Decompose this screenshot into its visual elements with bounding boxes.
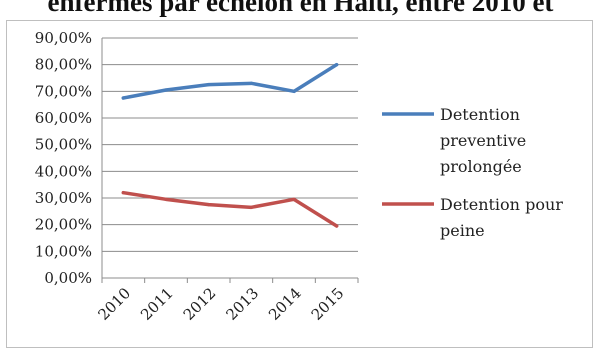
series-1-point — [292, 89, 296, 93]
x-tick-label: 2014 — [265, 284, 305, 324]
y-tick-label: 40,00% — [35, 162, 92, 180]
y-tick-label: 10,00% — [35, 242, 92, 260]
y-tick-label: 60,00% — [35, 109, 92, 127]
y-tick-label: 70,00% — [35, 82, 92, 100]
series-1-point — [335, 63, 339, 67]
x-tick-label: 2013 — [222, 284, 262, 324]
y-tick-label: 80,00% — [35, 56, 92, 74]
x-tick-label: 2012 — [180, 284, 220, 324]
series-2-point — [249, 205, 253, 209]
series-line-1 — [121, 62, 339, 100]
series-2-point — [121, 191, 125, 195]
legend-label-1: Detention — [440, 105, 520, 124]
series-1-point — [207, 83, 211, 87]
series-1-point — [164, 88, 168, 92]
series-line-2 — [121, 190, 339, 228]
chart-caption: enfermés par échelon en Haïti, entre 201… — [47, 0, 554, 17]
legend-label-2: peine — [440, 221, 485, 240]
legend-label-1: preventive — [440, 131, 526, 150]
x-tick-label: 2011 — [137, 284, 177, 324]
y-tick-label: 20,00% — [35, 216, 92, 234]
legend-label-2: Detention pour — [440, 195, 563, 214]
series-1-point — [249, 81, 253, 85]
series-1-point — [121, 96, 125, 100]
y-tick-label: 0,00% — [44, 269, 92, 287]
legend-label-1: prolongée — [440, 157, 522, 176]
y-tick-label: 30,00% — [35, 189, 92, 207]
series-2-point — [335, 224, 339, 228]
y-tick-label: 90,00% — [35, 29, 92, 47]
y-tick-label: 50,00% — [35, 136, 92, 154]
series-2-point — [164, 197, 168, 201]
series-2-point — [292, 197, 296, 201]
series-2-point — [207, 203, 211, 207]
chart-frame — [6, 20, 593, 348]
x-tick-label: 2015 — [308, 284, 348, 324]
x-tick-label: 2010 — [94, 284, 134, 324]
